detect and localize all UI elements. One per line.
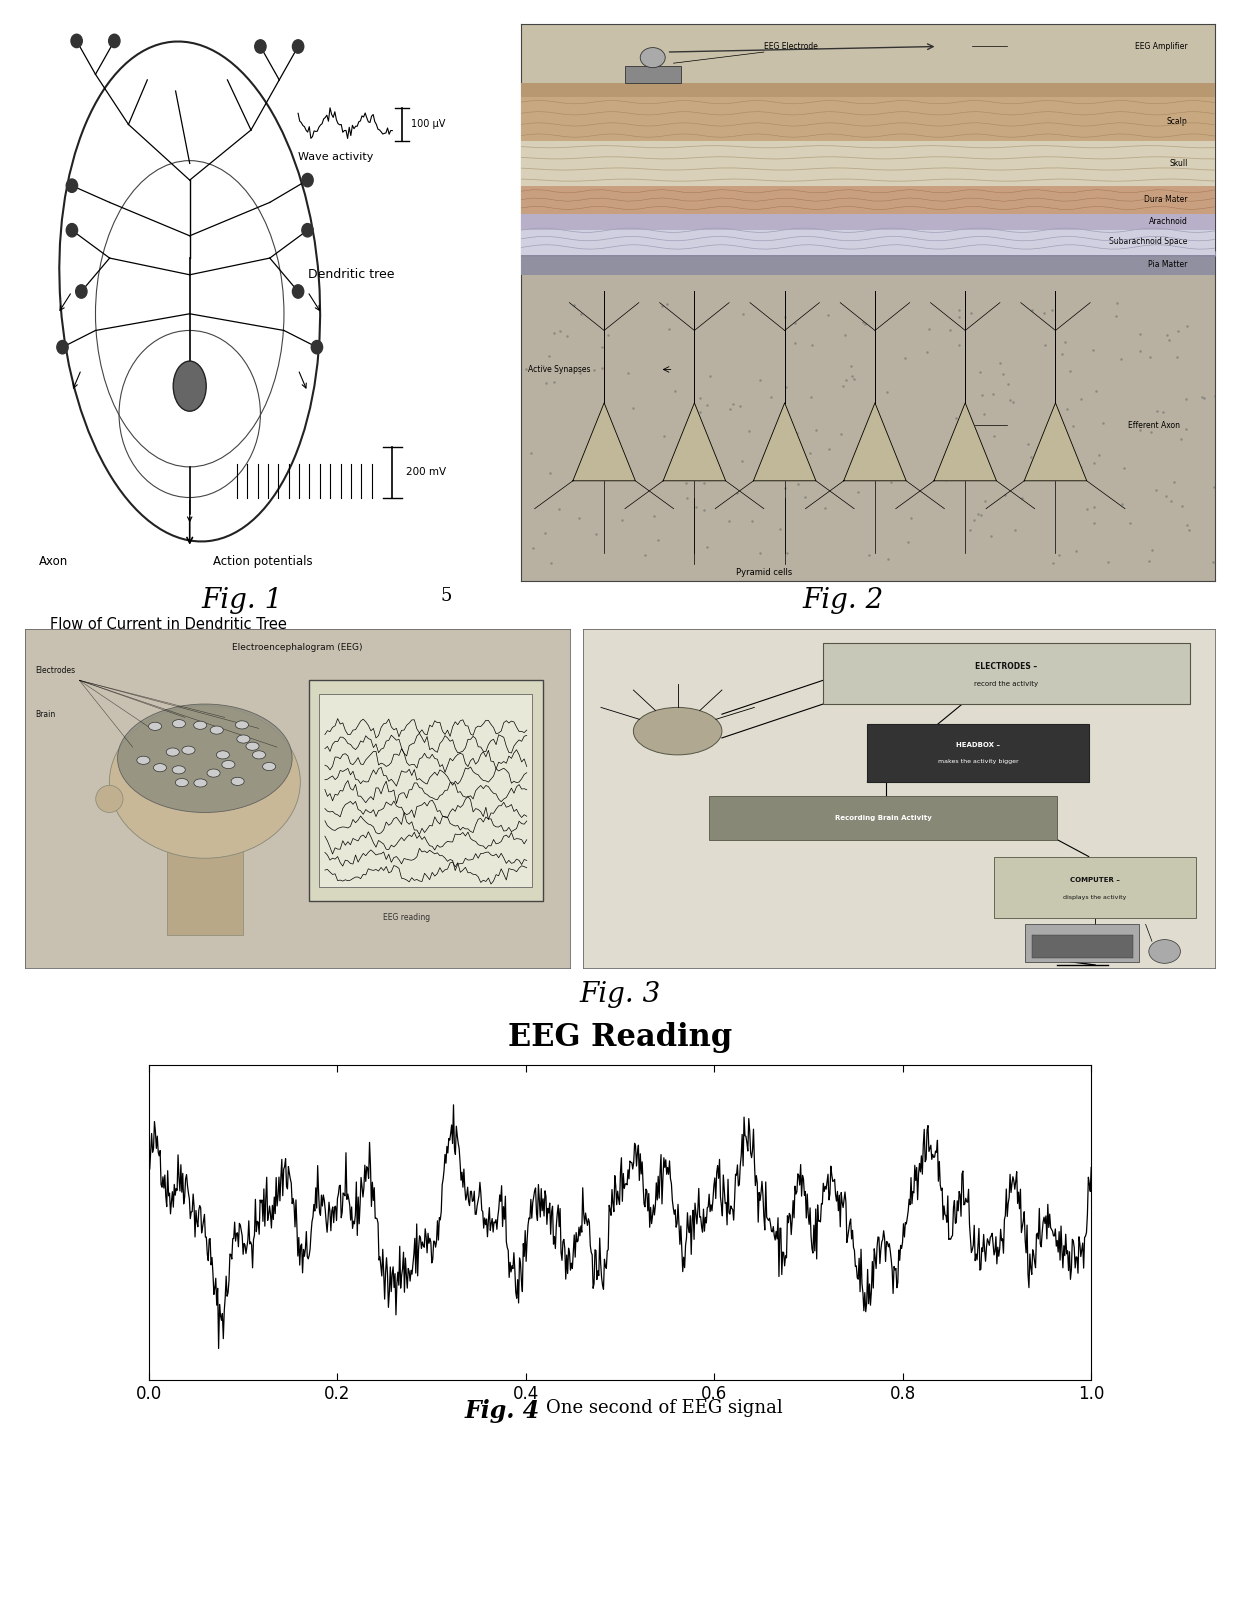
Circle shape: [231, 778, 244, 786]
Polygon shape: [843, 404, 906, 481]
Bar: [625, 66, 681, 82]
Text: Fig. 2: Fig. 2: [802, 587, 884, 615]
Text: displays the activity: displays the activity: [1064, 894, 1127, 899]
Ellipse shape: [95, 786, 123, 812]
Circle shape: [253, 751, 265, 759]
Bar: [521, 97, 1215, 140]
Circle shape: [193, 780, 207, 788]
Bar: [521, 82, 1215, 97]
Circle shape: [76, 284, 87, 299]
Text: Subarachnoid Space: Subarachnoid Space: [1109, 237, 1188, 245]
Text: Brain: Brain: [36, 710, 56, 718]
Text: Action potentials: Action potentials: [213, 555, 312, 568]
Polygon shape: [754, 404, 816, 481]
Circle shape: [66, 224, 78, 237]
Circle shape: [293, 40, 304, 53]
Circle shape: [207, 768, 221, 778]
Text: Arachnoid: Arachnoid: [1148, 218, 1188, 226]
Text: 200 mV: 200 mV: [407, 468, 446, 478]
Ellipse shape: [109, 705, 300, 859]
Text: Fig. 3: Fig. 3: [579, 981, 661, 1009]
Circle shape: [237, 734, 250, 742]
Circle shape: [301, 173, 314, 187]
Bar: [823, 642, 1190, 704]
Bar: [309, 681, 543, 901]
Circle shape: [149, 721, 161, 731]
Text: Recording Brain Activity: Recording Brain Activity: [835, 815, 931, 820]
Text: Pia Matter: Pia Matter: [1148, 260, 1188, 270]
Text: HEADBOX –: HEADBOX –: [956, 742, 999, 747]
Ellipse shape: [634, 707, 722, 755]
Text: Electrodes: Electrodes: [36, 665, 76, 675]
Circle shape: [311, 341, 322, 353]
Text: ELECTRODES –: ELECTRODES –: [976, 662, 1038, 671]
Circle shape: [246, 742, 259, 751]
Bar: [868, 725, 1089, 781]
Circle shape: [293, 284, 304, 299]
Circle shape: [254, 40, 267, 53]
Text: Dura Mater: Dura Mater: [1145, 195, 1188, 203]
Text: Electroencephalogram (EEG): Electroencephalogram (EEG): [232, 642, 363, 652]
Circle shape: [109, 34, 120, 47]
Bar: [521, 274, 1215, 581]
Text: Axon: Axon: [38, 555, 68, 568]
Bar: [1025, 925, 1140, 962]
Text: Fig. 4: Fig. 4: [464, 1399, 539, 1424]
Text: 5: 5: [440, 587, 453, 605]
Circle shape: [301, 224, 314, 237]
Bar: [1032, 935, 1133, 959]
Bar: [521, 231, 1215, 255]
Text: Pyramid cells: Pyramid cells: [735, 568, 792, 578]
Text: Flow of Current in Dendritic Tree: Flow of Current in Dendritic Tree: [50, 617, 286, 631]
Text: EEG reading: EEG reading: [383, 914, 430, 922]
Text: Active Synapses: Active Synapses: [528, 365, 590, 374]
Text: One second of EEG signal: One second of EEG signal: [546, 1399, 782, 1417]
Circle shape: [182, 746, 195, 754]
Text: record the activity: record the activity: [975, 681, 1039, 686]
Ellipse shape: [1148, 939, 1180, 964]
Circle shape: [71, 34, 82, 47]
Bar: [320, 694, 532, 888]
Circle shape: [136, 757, 150, 765]
Text: EEG Amplifier: EEG Amplifier: [1135, 42, 1188, 52]
Bar: [166, 849, 243, 935]
Polygon shape: [573, 404, 635, 481]
Bar: [709, 796, 1056, 839]
Text: Scalp: Scalp: [1167, 118, 1188, 126]
Circle shape: [66, 179, 78, 192]
Text: EEG Reading: EEG Reading: [508, 1022, 732, 1052]
Text: Efferent Axon: Efferent Axon: [1128, 421, 1180, 429]
Circle shape: [172, 765, 185, 773]
Bar: [994, 857, 1197, 917]
Polygon shape: [934, 404, 997, 481]
Ellipse shape: [118, 704, 293, 812]
Bar: [521, 186, 1215, 213]
Polygon shape: [1024, 404, 1086, 481]
Text: COMPUTER –: COMPUTER –: [1070, 878, 1120, 883]
Circle shape: [154, 763, 166, 771]
Text: EEG Electrode: EEG Electrode: [764, 42, 817, 52]
Text: Dendritic tree: Dendritic tree: [308, 268, 394, 281]
Circle shape: [236, 721, 248, 730]
Text: 100 μV: 100 μV: [412, 119, 445, 129]
Circle shape: [175, 778, 188, 786]
Circle shape: [166, 747, 180, 755]
Polygon shape: [663, 404, 725, 481]
Circle shape: [263, 762, 275, 770]
Circle shape: [216, 751, 229, 759]
Circle shape: [222, 760, 234, 768]
Bar: [521, 213, 1215, 231]
Circle shape: [57, 341, 68, 353]
Ellipse shape: [174, 362, 206, 412]
Circle shape: [640, 47, 665, 68]
Circle shape: [211, 726, 223, 734]
Bar: [521, 140, 1215, 186]
Text: makes the activity bigger: makes the activity bigger: [937, 759, 1018, 763]
Circle shape: [172, 720, 186, 728]
Bar: [521, 255, 1215, 274]
Text: Fig. 1: Fig. 1: [201, 587, 283, 615]
Text: Wave activity: Wave activity: [298, 152, 373, 163]
Text: Skull: Skull: [1169, 158, 1188, 168]
Circle shape: [193, 721, 207, 730]
